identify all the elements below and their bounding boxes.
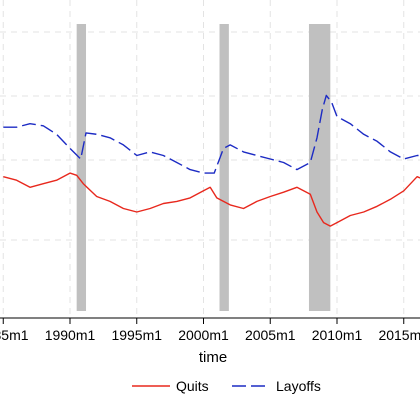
x-tick-label: 2000m1 <box>178 327 229 343</box>
series-lines <box>3 94 420 227</box>
recession-band <box>76 24 87 311</box>
plot-area <box>0 0 420 318</box>
x-tick-label: 1990m1 <box>45 327 96 343</box>
series-line-quits <box>3 172 420 227</box>
x-tick-label: 2005m1 <box>245 327 296 343</box>
legend-label-layoffs: Layoffs <box>276 378 321 394</box>
x-tick-label: 1995m1 <box>111 327 162 343</box>
x-tick-label: 2010m1 <box>312 327 363 343</box>
recession-band <box>219 24 229 311</box>
legend-label-quits: Quits <box>176 378 209 394</box>
recession-shading <box>76 24 331 311</box>
x-tick-label: 1985m1 <box>0 327 29 343</box>
recession-band <box>308 24 331 311</box>
legend: Quits Layoffs <box>132 378 321 394</box>
x-axis-title: time <box>199 349 227 366</box>
x-axis: 1985m1 1990m1 1995m1 2000m1 2005m1 2010m1 2015… <box>0 317 420 343</box>
x-tick-label: 2015m1 <box>378 327 420 343</box>
series-line-layoffs <box>3 94 420 174</box>
